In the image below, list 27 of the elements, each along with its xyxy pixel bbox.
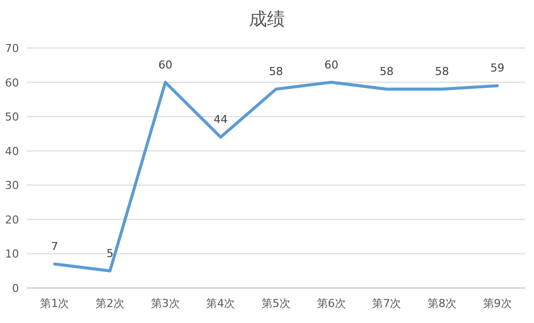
y-tick-label: 0 [12, 282, 19, 295]
data-label: 60 [158, 58, 172, 72]
data-label: 60 [324, 58, 338, 72]
data-label: 58 [435, 65, 449, 78]
y-tick-label: 20 [5, 213, 19, 226]
data-label: 58 [380, 65, 394, 78]
x-tick-label: 第8次 [428, 297, 456, 310]
data-label: 44 [214, 113, 228, 126]
x-tick-label: 第6次 [316, 297, 346, 310]
chart-title: 成绩 [249, 9, 285, 30]
x-tick-label: 第4次 [206, 297, 236, 310]
x-tick-label: 第1次 [40, 297, 70, 310]
x-tick-label: 第2次 [96, 297, 124, 310]
y-tick-label: 30 [5, 179, 19, 192]
x-tick-label: 第5次 [262, 297, 290, 310]
y-tick-label: 10 [5, 248, 19, 261]
data-label: 59 [490, 62, 504, 75]
x-tick-label: 第3次 [150, 297, 180, 310]
x-tick-label: 第7次 [372, 297, 402, 310]
data-label: 7 [51, 240, 58, 253]
y-tick-label: 60 [5, 76, 19, 90]
x-tick-label: 第9次 [482, 297, 512, 310]
data-label: 5 [106, 246, 114, 260]
y-tick-label: 70 [5, 42, 19, 55]
y-tick-label: 50 [5, 110, 19, 124]
data-label: 58 [269, 65, 283, 78]
y-tick-label: 40 [5, 144, 19, 158]
